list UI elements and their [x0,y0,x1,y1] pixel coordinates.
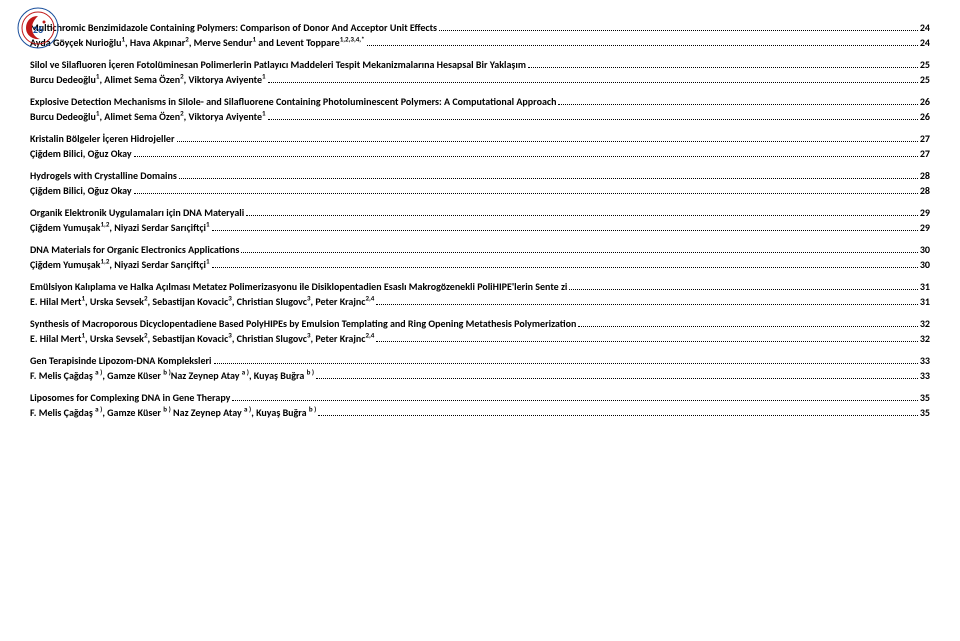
toc-leader-dots [241,246,918,253]
toc-page-number: 27 [920,133,930,145]
toc-title-text: Multichromic Benzimidazole Containing Po… [30,22,437,34]
toc-author-row: E. Hilal Mert1, Urska Sevsek2, Sebastija… [30,296,930,308]
toc-title-row: Hydrogels with Crystalline Domains 28 [30,170,930,182]
logo-badge: 26 [16,6,60,50]
toc-page-number: 33 [920,355,930,367]
toc-title-row: Emülsiyon Kalıplama ve Halka Açılması Me… [30,281,930,293]
toc-page-number: 27 [920,148,930,160]
toc-author-row: Çiğdem Yumuşak1,2, Niyazi Serdar Sarıçif… [30,222,930,234]
toc-leader-dots [268,113,918,120]
toc-page-number: 30 [920,259,930,271]
toc-title-text: DNA Materials for Organic Electronics Ap… [30,244,239,256]
toc-leader-dots [318,409,918,416]
toc-author-row: Burcu Dedeoğlu1, Alimet Sema Özen2, Vikt… [30,74,930,86]
toc-title-row: Liposomes for Complexing DNA in Gene The… [30,392,930,404]
toc-title-row: Explosive Detection Mechanisms in Silole… [30,96,930,108]
toc-title-text: Gen Terapisinde Lipozom-DNA Kompleksleri [30,355,212,367]
toc-title-text: Synthesis of Macroporous Dicyclopentadie… [30,318,576,330]
toc-author-row: E. Hilal Mert1, Urska Sevsek2, Sebastija… [30,333,930,345]
toc-page-number: 29 [920,222,930,234]
toc-page-number: 31 [920,296,930,308]
toc-author-text: Çiğdem Yumuşak1,2, Niyazi Serdar Sarıçif… [30,222,210,234]
toc-leader-dots [569,283,917,290]
toc-leader-dots [439,24,918,31]
toc-page-number: 28 [920,185,930,197]
svg-text:26: 26 [33,23,43,36]
toc-leader-dots [179,172,918,179]
toc-title-row: Synthesis of Macroporous Dicyclopentadie… [30,318,930,330]
toc-page-number: 28 [920,170,930,182]
toc-leader-dots [316,372,918,379]
toc-page-number: 25 [920,59,930,71]
toc-page-number: 24 [920,22,930,34]
toc-leader-dots [232,394,917,401]
toc-author-text: Ayda Göyçek Nurioğlu1, Hava Akpınar2, Me… [30,37,365,49]
toc-title-text: Emülsiyon Kalıplama ve Halka Açılması Me… [30,281,567,293]
toc-author-row: Ayda Göyçek Nurioğlu1, Hava Akpınar2, Me… [30,37,930,49]
toc-author-text: Çiğdem Bilici, Oğuz Okay [30,185,132,197]
toc-page-number: 32 [920,333,930,345]
toc-page-number: 25 [920,74,930,86]
toc-title-text: Silol ve Silafluoren İçeren Fotolüminesa… [30,59,526,71]
toc-author-text: Burcu Dedeoğlu1, Alimet Sema Özen2, Vikt… [30,111,266,123]
toc-author-text: Çiğdem Yumuşak1,2, Niyazi Serdar Sarıçif… [30,259,210,271]
toc-leader-dots [214,357,918,364]
toc-title-text: Kristalin Bölgeler İçeren Hidrojeller [30,133,175,145]
toc-page-number: 35 [920,392,930,404]
toc-title-row: Multichromic Benzimidazole Containing Po… [30,22,930,34]
toc-title-text: Liposomes for Complexing DNA in Gene The… [30,392,230,404]
toc-page-number: 26 [920,111,930,123]
toc-title-text: Organik Elektronik Uygulamaları için DNA… [30,207,244,219]
toc-title-text: Explosive Detection Mechanisms in Silole… [30,96,556,108]
toc-author-text: Burcu Dedeoğlu1, Alimet Sema Özen2, Vikt… [30,74,266,86]
toc-author-text: Çiğdem Bilici, Oğuz Okay [30,148,132,160]
toc-leader-dots [177,135,918,142]
toc-leader-dots [212,224,918,231]
toc-author-text: E. Hilal Mert1, Urska Sevsek2, Sebastija… [30,296,374,308]
toc-leader-dots [134,150,918,157]
toc-title-row: Gen Terapisinde Lipozom-DNA Kompleksleri… [30,355,930,367]
toc-author-row: Çiğdem Bilici, Oğuz Okay 28 [30,185,930,197]
toc-page-number: 35 [920,407,930,419]
toc-title-row: DNA Materials for Organic Electronics Ap… [30,244,930,256]
toc-leader-dots [376,335,918,342]
toc-title-row: Kristalin Bölgeler İçeren Hidrojeller 27 [30,133,930,145]
toc-page-number: 32 [920,318,930,330]
toc-author-row: F. Melis Çağdaş a ), Gamze Küser b ) Naz… [30,407,930,419]
toc-title-row: Silol ve Silafluoren İçeren Fotolüminesa… [30,59,930,71]
toc-author-text: F. Melis Çağdaş a ), Gamze Küser b ) Naz… [30,407,316,419]
toc-page-number: 26 [920,96,930,108]
toc-page-number: 31 [920,281,930,293]
toc-author-row: Burcu Dedeoğlu1, Alimet Sema Özen2, Vikt… [30,111,930,123]
toc-leader-dots [134,187,918,194]
toc-page-number: 33 [920,370,930,382]
toc-title-text: Hydrogels with Crystalline Domains [30,170,177,182]
toc-leader-dots [246,209,918,216]
toc-author-row: Çiğdem Bilici, Oğuz Okay 27 [30,148,930,160]
table-of-contents: Multichromic Benzimidazole Containing Po… [30,22,930,419]
toc-leader-dots [578,320,917,327]
toc-leader-dots [558,98,917,105]
toc-author-text: F. Melis Çağdaş a ), Gamze Küser b )Naz … [30,370,314,382]
toc-author-row: F. Melis Çağdaş a ), Gamze Küser b )Naz … [30,370,930,382]
toc-title-row: Organik Elektronik Uygulamaları için DNA… [30,207,930,219]
toc-author-text: E. Hilal Mert1, Urska Sevsek2, Sebastija… [30,333,374,345]
toc-leader-dots [268,76,918,83]
toc-leader-dots [212,261,918,268]
toc-page-number: 30 [920,244,930,256]
toc-author-row: Çiğdem Yumuşak1,2, Niyazi Serdar Sarıçif… [30,259,930,271]
toc-leader-dots [528,61,918,68]
toc-leader-dots [376,298,918,305]
toc-page-number: 29 [920,207,930,219]
toc-leader-dots [367,39,918,46]
toc-page-number: 24 [920,37,930,49]
